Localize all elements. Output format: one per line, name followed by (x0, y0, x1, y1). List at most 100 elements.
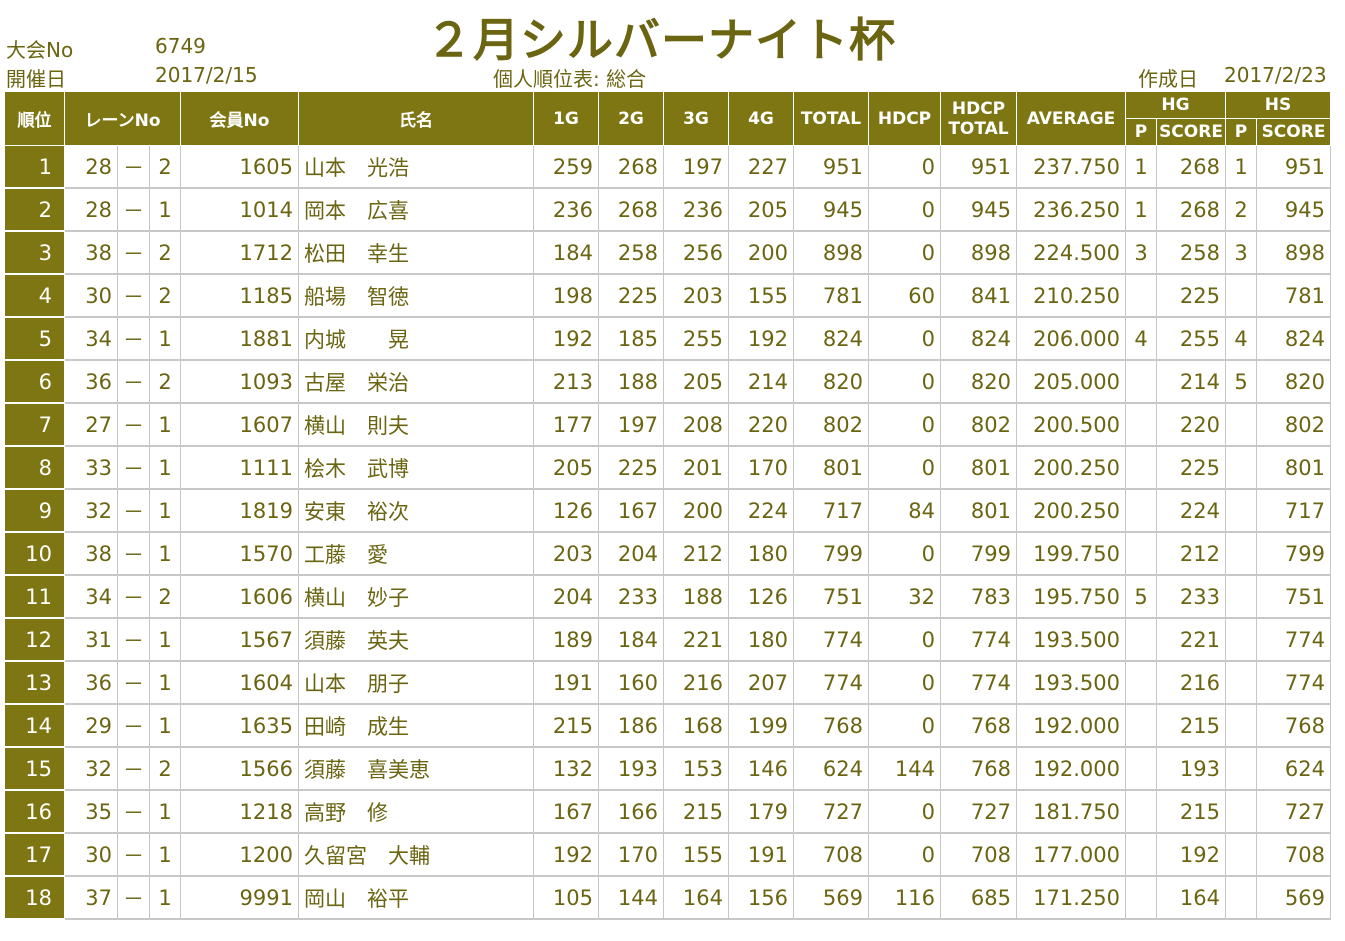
row-hs-p: 3 (1225, 230, 1257, 275)
row-hs-p (1225, 574, 1257, 619)
row-game4: 227 (728, 145, 794, 189)
row-hs-p (1225, 617, 1257, 662)
row-name: 横山 則夫 (298, 402, 534, 447)
row-hs-score: 945 (1256, 187, 1331, 232)
row-lane-dash: － (117, 230, 150, 275)
row-member-no: 1607 (180, 402, 299, 447)
col-hs-p: P (1225, 118, 1257, 146)
row-hdcp: 0 (868, 617, 941, 662)
row-game1: 205 (533, 445, 599, 490)
row-hdcp-total: 898 (940, 230, 1017, 275)
row-hg-score: 216 (1156, 660, 1226, 705)
row-average: 171.250 (1016, 875, 1126, 920)
row-name: 内城 晃 (298, 316, 534, 361)
row-hs-p (1225, 488, 1257, 533)
row-hdcp-total: 799 (940, 531, 1017, 576)
row-game1: 132 (533, 746, 599, 791)
row-member-no: 1014 (180, 187, 299, 232)
row-hg-p (1125, 746, 1157, 791)
row-hdcp: 60 (868, 273, 941, 318)
row-member-no: 1093 (180, 359, 299, 404)
row-total: 802 (793, 402, 869, 447)
row-game4: 146 (728, 746, 794, 791)
row-lane: 30 (64, 273, 118, 318)
row-average: 236.250 (1016, 187, 1126, 232)
row-game3: 236 (663, 187, 729, 232)
row-hdcp: 0 (868, 660, 941, 705)
row-name: 須藤 喜美恵 (298, 746, 534, 791)
row-rank: 1 (4, 145, 65, 189)
row-lane: 28 (64, 145, 118, 189)
row-total: 898 (793, 230, 869, 275)
row-hg-p (1125, 359, 1157, 404)
row-hdcp: 32 (868, 574, 941, 619)
row-hs-p: 1 (1225, 145, 1257, 189)
row-hdcp-total: 774 (940, 617, 1017, 662)
row-name: 須藤 英夫 (298, 617, 534, 662)
row-lane: 28 (64, 187, 118, 232)
row-lane-sub: 1 (149, 660, 181, 705)
row-lane-sub: 1 (149, 445, 181, 490)
row-total: 801 (793, 445, 869, 490)
row-total: 708 (793, 832, 869, 877)
row-game2: 185 (598, 316, 664, 361)
row-hs-p (1225, 832, 1257, 877)
row-lane-sub: 1 (149, 316, 181, 361)
row-average: 205.000 (1016, 359, 1126, 404)
row-average: 224.500 (1016, 230, 1126, 275)
row-game3: 216 (663, 660, 729, 705)
col-hs: HS (1225, 91, 1331, 119)
row-lane: 31 (64, 617, 118, 662)
table-row: 18 37 － 1 9991 岡山 裕平 105 144 164 156 569 116 685 171.… (4, 875, 1331, 920)
row-hdcp-total: 841 (940, 273, 1017, 318)
row-hg-p (1125, 488, 1157, 533)
row-game1: 191 (533, 660, 599, 705)
col-hdcp: HDCP (868, 91, 941, 146)
row-lane-dash: － (117, 445, 150, 490)
row-rank: 2 (4, 187, 65, 232)
table-row: 10 38 － 1 1570 工藤 愛 203 204 212 180 799 0 799 199.750… (4, 531, 1331, 576)
row-game2: 144 (598, 875, 664, 920)
row-hg-score: 224 (1156, 488, 1226, 533)
row-total: 945 (793, 187, 869, 232)
row-game4: 192 (728, 316, 794, 361)
row-lane-dash: － (117, 703, 150, 748)
row-name: 田崎 成生 (298, 703, 534, 748)
row-game2: 268 (598, 145, 664, 189)
row-game1: 192 (533, 316, 599, 361)
row-hs-p (1225, 402, 1257, 447)
row-lane-dash: － (117, 488, 150, 533)
row-game1: 236 (533, 187, 599, 232)
row-hdcp-total: 945 (940, 187, 1017, 232)
row-lane-dash: － (117, 145, 150, 189)
col-hs-score: SCORE (1256, 118, 1331, 146)
row-hg-score: 221 (1156, 617, 1226, 662)
row-hg-score: 214 (1156, 359, 1226, 404)
row-total: 751 (793, 574, 869, 619)
row-name: 横山 妙子 (298, 574, 534, 619)
table-row: 17 30 － 1 1200 久留宮 大輔 192 170 155 191 708 0 708 177.0… (4, 832, 1331, 877)
table-row: 9 32 － 1 1819 安東 裕次 126 167 200 224 717 84 801 200.25… (4, 488, 1331, 533)
row-lane: 34 (64, 316, 118, 361)
row-name: 久留宮 大輔 (298, 832, 534, 877)
row-member-no: 1635 (180, 703, 299, 748)
row-lane-sub: 2 (149, 359, 181, 404)
row-game2: 184 (598, 617, 664, 662)
row-hdcp-total: 802 (940, 402, 1017, 447)
row-game3: 208 (663, 402, 729, 447)
row-game2: 258 (598, 230, 664, 275)
row-lane-sub: 1 (149, 875, 181, 920)
row-hdcp: 0 (868, 145, 941, 189)
row-hg-score: 193 (1156, 746, 1226, 791)
row-game2: 197 (598, 402, 664, 447)
row-game4: 126 (728, 574, 794, 619)
row-hs-score: 824 (1256, 316, 1331, 361)
row-hs-p (1225, 875, 1257, 920)
row-name: 松田 幸生 (298, 230, 534, 275)
row-game4: 214 (728, 359, 794, 404)
row-hs-p (1225, 445, 1257, 490)
row-hdcp-total: 824 (940, 316, 1017, 361)
row-lane-sub: 2 (149, 574, 181, 619)
row-hs-p: 2 (1225, 187, 1257, 232)
row-hs-p (1225, 531, 1257, 576)
